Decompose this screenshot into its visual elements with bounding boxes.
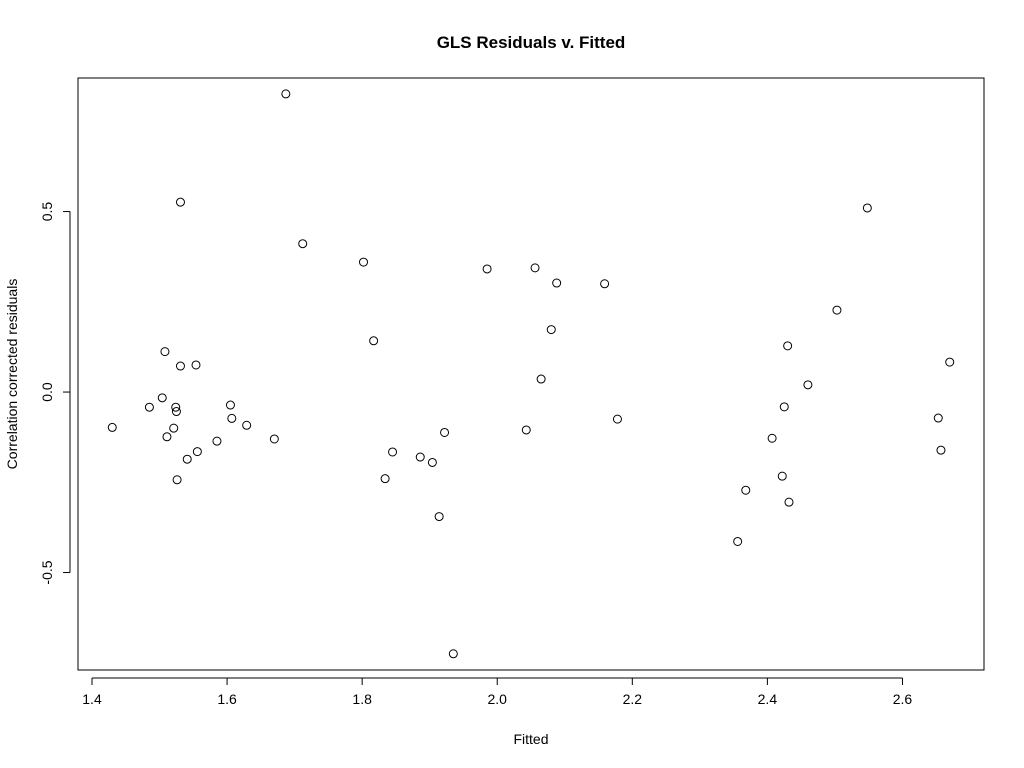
data-point (415, 452, 425, 462)
y-axis: -0.5 0.0 0.5 (39, 202, 71, 585)
data-point (171, 407, 181, 417)
data-point (369, 336, 379, 346)
data-point (427, 457, 437, 467)
x-tick-label: 1.4 (82, 691, 102, 707)
data-point (784, 497, 794, 507)
data-point (530, 263, 540, 273)
data-point (862, 203, 872, 213)
data-point (359, 257, 369, 267)
y-tick-label: -0.5 (39, 560, 55, 584)
x-axis-label: Fitted (513, 731, 548, 747)
data-point (388, 447, 398, 457)
data-point (171, 402, 181, 412)
data-point (162, 432, 172, 442)
data-point (192, 447, 202, 457)
data-point (448, 649, 458, 659)
data-point (160, 347, 170, 357)
data-point (536, 374, 546, 384)
x-tick-label: 1.8 (352, 691, 372, 707)
data-point (933, 413, 943, 423)
data-point (225, 400, 235, 410)
data-point (767, 433, 777, 443)
data-point (144, 402, 154, 412)
data-point (107, 422, 117, 432)
data-point (546, 325, 556, 335)
data-point (733, 536, 743, 546)
data-point (777, 471, 787, 481)
data-point (182, 454, 192, 464)
data-point (521, 425, 531, 435)
data-point (612, 414, 622, 424)
x-tick-label: 2.2 (623, 691, 643, 707)
plot-frame (77, 77, 985, 671)
data-point (227, 413, 237, 423)
y-tick-label: 0.0 (39, 382, 55, 402)
data-point (482, 264, 492, 274)
data-point (741, 485, 751, 495)
data-point (175, 361, 185, 371)
x-tick-label: 2.6 (893, 691, 913, 707)
data-point (212, 436, 222, 446)
data-point (175, 197, 185, 207)
data-point (434, 512, 444, 522)
x-tick-label: 2.4 (758, 691, 778, 707)
data-point (191, 360, 201, 370)
data-point (552, 278, 562, 288)
data-point (269, 434, 279, 444)
data-point (281, 89, 291, 99)
data-point (298, 239, 308, 249)
data-point (172, 475, 182, 485)
data-point (169, 423, 179, 433)
data-point (600, 279, 610, 289)
x-tick-label: 1.6 (217, 691, 237, 707)
data-point (242, 420, 252, 430)
x-axis: 1.4 1.6 1.8 2.0 2.2 2.4 2.6 (82, 677, 913, 707)
x-tick-label: 2.0 (487, 691, 507, 707)
data-point (440, 427, 450, 437)
data-point (380, 474, 390, 484)
y-axis-label: Correlation corrected residuals (4, 279, 20, 470)
data-point (936, 445, 946, 455)
data-point (157, 393, 167, 403)
data-point (783, 341, 793, 351)
chart-title: GLS Residuals v. Fitted (437, 33, 626, 52)
data-point (945, 357, 955, 367)
data-point (832, 305, 842, 315)
y-tick-label: 0.5 (39, 202, 55, 222)
data-point (803, 380, 813, 390)
data-points (107, 89, 955, 659)
data-point (779, 402, 789, 412)
